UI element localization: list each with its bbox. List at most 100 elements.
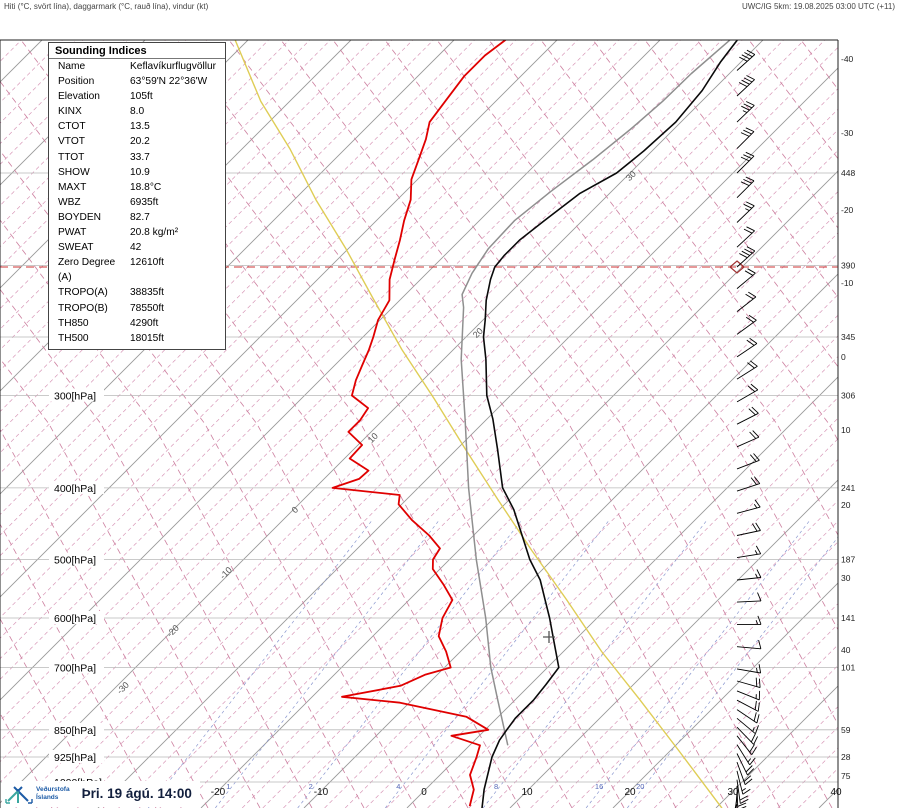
isotherm-line bbox=[612, 582, 838, 808]
fine-isotherm-line bbox=[695, 664, 838, 808]
wind-barb bbox=[734, 798, 738, 808]
wind-barb bbox=[736, 553, 761, 559]
index-label: Elevation bbox=[58, 91, 100, 103]
org-name-line2: Íslands bbox=[36, 793, 59, 801]
tropopause-marker bbox=[729, 260, 745, 274]
wind-barb bbox=[736, 699, 759, 712]
fine-isotherm-line bbox=[571, 541, 838, 808]
pressure-axis-label: 300[hPa] bbox=[54, 391, 96, 403]
fine-isotherm-line bbox=[0, 40, 393, 433]
index-row: TROPO(A) 38835ft bbox=[49, 285, 225, 300]
fine-isotherm-line bbox=[56, 40, 826, 808]
fine-isotherm-line bbox=[77, 46, 838, 808]
fine-isotherm-line bbox=[0, 40, 702, 742]
index-row: SWEAT 42 bbox=[49, 240, 225, 255]
index-row: VTOT 20.2 bbox=[49, 134, 225, 149]
wind-barb bbox=[736, 105, 755, 123]
wind-barb bbox=[736, 744, 751, 766]
fine-isotherm-line bbox=[0, 40, 475, 516]
wind-barb bbox=[736, 753, 748, 776]
right-axis-label: -10 bbox=[841, 278, 854, 288]
index-label: VTOT bbox=[58, 136, 85, 148]
parcel-curve bbox=[234, 40, 723, 808]
index-label: TROPO(B) bbox=[58, 302, 108, 314]
fine-isotherm-line bbox=[0, 40, 743, 783]
fine-isotherm-line bbox=[15, 40, 784, 808]
right-axis-label: 0 bbox=[841, 352, 846, 362]
right-axis-label: -30 bbox=[841, 128, 854, 138]
fine-isotherm-line bbox=[860, 40, 900, 808]
fine-isotherm-line bbox=[0, 40, 414, 454]
fine-isotherm-line bbox=[159, 129, 838, 808]
right-axis-label: 28 bbox=[841, 752, 851, 762]
mixing-ratio-line bbox=[215, 519, 440, 808]
dry-adiabat-line bbox=[696, 40, 838, 229]
indices-title: Sounding Indices bbox=[49, 43, 225, 59]
isotherm-line bbox=[97, 67, 838, 808]
index-value: 18015ft bbox=[130, 332, 164, 344]
right-axis-label: 390 bbox=[841, 260, 855, 270]
index-row: Name Keflavíkurflugvöllur bbox=[49, 59, 225, 74]
index-value: 20.2 bbox=[130, 136, 150, 148]
isotherm-line bbox=[200, 170, 838, 808]
fine-isotherm-line bbox=[0, 40, 517, 557]
index-value: 12610ft bbox=[130, 257, 164, 269]
temp-axis-label: 20 bbox=[624, 787, 636, 798]
pressure-axis-label: 925[hPa] bbox=[54, 752, 96, 764]
wind-barb bbox=[736, 131, 755, 149]
index-value: 10.9 bbox=[130, 166, 150, 178]
index-value: 38835ft bbox=[130, 287, 164, 299]
wind-barb bbox=[736, 54, 756, 71]
mixing-ratio-line bbox=[385, 519, 610, 808]
index-row: WBZ 6935ft bbox=[49, 195, 225, 210]
index-value: 6935ft bbox=[130, 196, 159, 208]
fine-isotherm-line bbox=[0, 40, 640, 680]
isoline-label: 30 bbox=[624, 169, 638, 183]
fine-isotherm-line bbox=[241, 211, 838, 808]
index-label: SHOW bbox=[58, 166, 90, 178]
mixing-ratio-line bbox=[148, 519, 373, 808]
right-axis-label: -40 bbox=[841, 54, 854, 64]
freezing-level-marker bbox=[543, 631, 555, 643]
fine-isotherm-line bbox=[674, 644, 838, 808]
fine-isotherm-line bbox=[0, 40, 166, 207]
wind-barb bbox=[736, 577, 761, 581]
index-label: TH500 bbox=[58, 332, 89, 344]
fine-isotherm-line bbox=[530, 500, 838, 808]
mixing-ratio-label: 16 bbox=[595, 782, 603, 791]
vedurstofa-logo bbox=[5, 786, 33, 804]
wind-barb bbox=[736, 459, 760, 470]
index-label: SWEAT bbox=[58, 242, 94, 254]
isotherm-line bbox=[0, 40, 455, 495]
wind-barb bbox=[736, 250, 756, 268]
isotherm-line bbox=[303, 273, 838, 808]
wetbulb-curve bbox=[460, 40, 731, 746]
temp-axis-label: 0 bbox=[421, 787, 427, 798]
fine-isotherm-line bbox=[386, 355, 838, 808]
wind-barb bbox=[736, 761, 746, 785]
wind-barb bbox=[736, 230, 755, 248]
index-value: Keflavíkurflugvöllur bbox=[130, 61, 217, 72]
fine-isotherm-line bbox=[0, 40, 578, 619]
index-label: CTOT bbox=[58, 121, 86, 133]
isoline-label: 0 bbox=[290, 505, 301, 516]
wind-barb bbox=[736, 343, 758, 358]
index-value: 105ft bbox=[130, 91, 153, 103]
index-value: 82.7 bbox=[130, 211, 150, 223]
indices-rows: Name Keflavíkurflugvöllur Position 63°59'N … bbox=[49, 59, 225, 346]
fine-isotherm-line bbox=[756, 726, 838, 808]
temp-axis-label: 10 bbox=[521, 787, 533, 798]
fine-isotherm-line bbox=[777, 747, 838, 808]
fine-isotherm-line bbox=[633, 603, 838, 808]
temp-axis-label: 40 bbox=[830, 787, 842, 798]
index-label: Position bbox=[58, 76, 95, 88]
right-axis-label: 59 bbox=[841, 725, 851, 735]
index-label: Name bbox=[58, 61, 86, 72]
index-value: 33.7 bbox=[130, 151, 150, 163]
index-row: PWAT 20.8 kg/m² bbox=[49, 225, 225, 240]
wind-barb bbox=[736, 530, 761, 536]
index-value: 63°59'N 22°36'W bbox=[130, 76, 208, 88]
dry-adiabat-line bbox=[540, 40, 838, 442]
index-label: TH850 bbox=[58, 317, 89, 329]
wind-barb bbox=[736, 690, 760, 701]
